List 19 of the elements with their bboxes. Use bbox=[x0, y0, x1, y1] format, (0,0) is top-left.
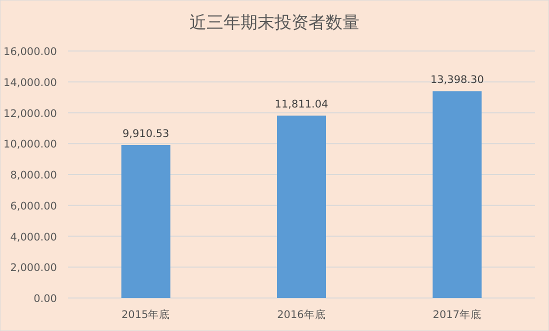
y-tick-label: 4,000.00 bbox=[10, 231, 57, 244]
data-label: 13,398.30 bbox=[430, 74, 484, 86]
chart-title: 近三年期末投资者数量 bbox=[190, 13, 360, 33]
x-tick-label: 2015年底 bbox=[121, 308, 170, 321]
data-label: 9,910.53 bbox=[122, 128, 170, 140]
y-tick-label: 12,000.00 bbox=[4, 108, 57, 120]
y-tick-label: 0.00 bbox=[34, 293, 57, 305]
x-tick-label: 2016年底 bbox=[277, 308, 326, 321]
bar bbox=[432, 91, 482, 298]
data-label: 11,811.04 bbox=[274, 98, 329, 111]
y-tick-label: 14,000.00 bbox=[4, 76, 57, 89]
y-tick-label: 6,000.00 bbox=[10, 200, 57, 212]
x-tick-label: 2017年底 bbox=[432, 308, 482, 321]
bar bbox=[121, 145, 170, 298]
bar bbox=[277, 116, 326, 298]
y-tick-label: 2,000.00 bbox=[10, 262, 57, 274]
y-tick-label: 10,000.00 bbox=[4, 138, 57, 151]
y-tick-label: 16,000.00 bbox=[4, 46, 57, 58]
y-tick-label: 8,000.00 bbox=[10, 170, 57, 182]
